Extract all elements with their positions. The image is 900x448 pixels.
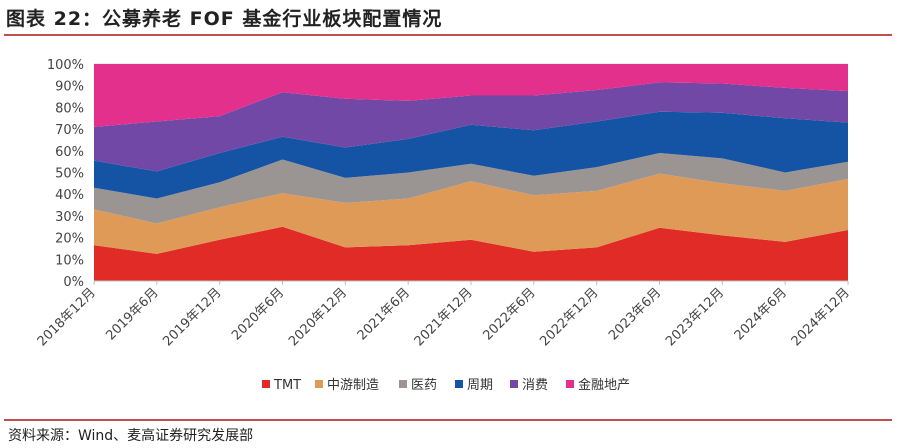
area-4 <box>94 111 848 199</box>
x-tick-label: 2019年6月 <box>103 285 161 343</box>
area-1 <box>94 226 848 281</box>
area-6 <box>94 64 848 127</box>
y-axis-ticks: 0% 10% 20% 30% 40% 50% 60% 70% 80% 90% 100% <box>47 58 84 290</box>
footer-divider <box>4 419 892 421</box>
source-note: 资料来源：Wind、麦高证券研究发展部 <box>8 428 254 444</box>
y-tick-label: 20% <box>55 232 84 247</box>
x-tick-label: 2020年12月 <box>286 285 350 349</box>
x-tick-label: 2020年6月 <box>229 285 287 343</box>
chart-title: 图表 22：公募养老 FOF 基金行业板块配置情况 <box>6 8 443 30</box>
y-tick-label: 70% <box>55 123 84 138</box>
x-tick-label: 2021年6月 <box>355 285 413 343</box>
y-tick-label: 50% <box>55 167 84 182</box>
x-tick-label: 2022年6月 <box>480 285 538 343</box>
y-tick-label: 0% <box>63 275 84 290</box>
legend-label: 中游制造 <box>327 378 379 393</box>
stacked-area-chart: 0% 10% 20% 30% 40% 50% 60% 70% 80% 90% 100% 2018年1… <box>35 58 853 393</box>
legend-swatch <box>262 380 270 388</box>
x-tick-label: 2023年6月 <box>606 285 664 343</box>
y-tick-label: 30% <box>55 210 84 225</box>
area-series <box>94 64 848 281</box>
y-tick-label: 100% <box>47 58 84 73</box>
legend-swatch <box>510 380 518 388</box>
y-tick-label: 60% <box>55 145 84 160</box>
legend-label: 周期 <box>467 378 493 393</box>
area-5 <box>94 82 848 172</box>
legend-swatch <box>455 380 463 388</box>
x-tick-label: 2023年12月 <box>663 285 727 349</box>
y-tick-label: 80% <box>55 101 84 116</box>
x-tick-label: 2024年12月 <box>789 285 853 349</box>
y-tick-label: 90% <box>55 80 84 95</box>
legend-label: 医药 <box>411 378 437 393</box>
x-tick-label: 2024年6月 <box>732 285 790 343</box>
y-tick-label: 40% <box>55 188 84 203</box>
x-tick-label: 2022年12月 <box>537 285 601 349</box>
x-tick-label: 2018年12月 <box>35 285 99 349</box>
legend-label: 金融地产 <box>578 377 630 393</box>
area-3 <box>94 153 848 224</box>
title-divider <box>4 34 892 36</box>
x-tick-label: 2021年12月 <box>412 285 476 349</box>
y-tick-label: 10% <box>55 253 84 268</box>
legend: TMT 中游制造 医药 周期 消费 金融地产 <box>262 377 630 393</box>
legend-label: TMT <box>273 378 301 393</box>
legend-swatch <box>566 380 574 388</box>
area-2 <box>94 173 848 254</box>
legend-swatch <box>399 380 407 388</box>
legend-swatch <box>315 380 323 388</box>
legend-label: 消费 <box>522 378 548 393</box>
x-tick-label: 2019年12月 <box>160 285 224 349</box>
